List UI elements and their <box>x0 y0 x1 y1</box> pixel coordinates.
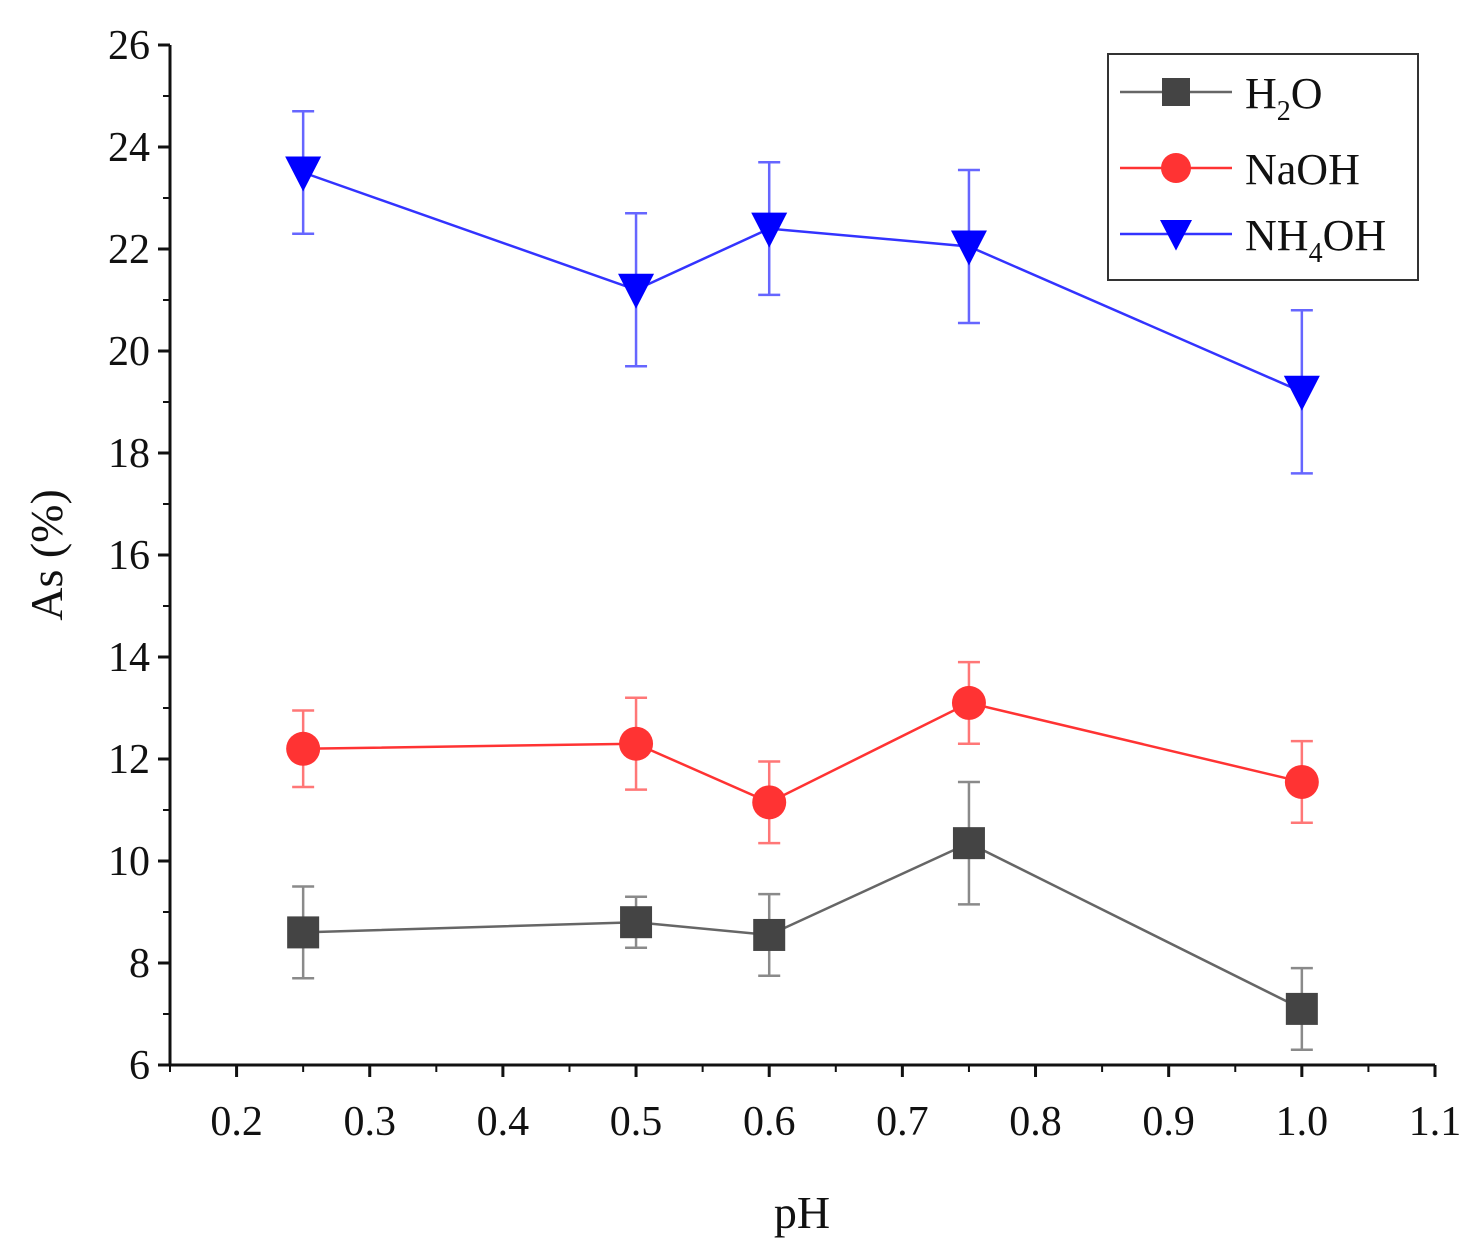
series-layer <box>285 110 1320 1051</box>
y-axis-title: As (%) <box>21 489 72 621</box>
y-tick-label: 16 <box>108 533 150 579</box>
x-tick-label: 0.5 <box>610 1099 663 1145</box>
y-tick-label: 6 <box>129 1043 150 1089</box>
legend-label-end: OH <box>1323 211 1387 260</box>
data-point <box>285 156 322 192</box>
x-ticks: 0.2 0.3 0.4 0.5 0.6 0.7 0.8 0.9 1.0 1.1 <box>169 1065 1462 1145</box>
series-naoh <box>286 660 1319 845</box>
x-tick-label: 0.4 <box>477 1099 530 1145</box>
legend-label-subscript: 4 <box>1309 238 1323 269</box>
data-point <box>286 731 321 766</box>
x-tick-label: 1.1 <box>1409 1099 1462 1145</box>
y-tick-label: 26 <box>108 23 150 69</box>
legend-marker <box>1161 153 1191 183</box>
y-tick-label: 12 <box>108 737 150 783</box>
data-point <box>752 785 787 820</box>
data-point <box>618 273 655 309</box>
y-tick-label: 14 <box>108 635 150 681</box>
data-point <box>287 916 320 949</box>
legend-label: H2O <box>1245 69 1323 127</box>
legend-label: NH4OH <box>1245 211 1386 269</box>
data-point <box>619 726 654 761</box>
data-point <box>1284 764 1319 799</box>
y-tick-label: 20 <box>108 329 150 375</box>
data-point <box>1285 992 1318 1025</box>
x-axis-title: pH <box>774 1187 830 1238</box>
x-tick-label: 0.2 <box>210 1099 263 1145</box>
series-nh4oh <box>285 110 1320 475</box>
y-tick-label: 18 <box>108 431 150 477</box>
data-point <box>753 918 786 951</box>
data-point <box>950 230 987 266</box>
legend-label-end: O <box>1291 69 1323 118</box>
x-tick-label: 0.3 <box>343 1099 396 1145</box>
x-tick-label: 0.6 <box>743 1099 796 1145</box>
data-point <box>1283 375 1320 411</box>
y-tick-label: 8 <box>129 941 150 987</box>
y-ticks: 6 8 10 12 14 16 18 20 22 24 26 <box>108 23 170 1089</box>
data-point <box>751 212 788 248</box>
legend-marker <box>1162 78 1190 106</box>
legend-label-subscript: 2 <box>1277 96 1291 127</box>
x-tick-label: 0.9 <box>1142 1099 1195 1145</box>
x-tick-label: 1.0 <box>1276 1099 1329 1145</box>
y-tick-label: 10 <box>108 839 150 885</box>
legend-label-main: NaOH <box>1245 145 1360 194</box>
series-h2o <box>287 780 1318 1051</box>
y-tick-label: 24 <box>108 125 150 171</box>
x-tick-label: 0.8 <box>1009 1099 1062 1145</box>
data-point <box>952 827 985 860</box>
legend-marker <box>1160 220 1192 251</box>
legend-label: NaOH <box>1245 145 1360 194</box>
data-point <box>951 685 986 720</box>
legend-label-main: NH <box>1245 211 1309 260</box>
y-tick-label: 22 <box>108 227 150 273</box>
data-point <box>620 906 653 939</box>
x-tick-label: 0.7 <box>876 1099 929 1145</box>
legend-label-main: H <box>1245 69 1277 118</box>
